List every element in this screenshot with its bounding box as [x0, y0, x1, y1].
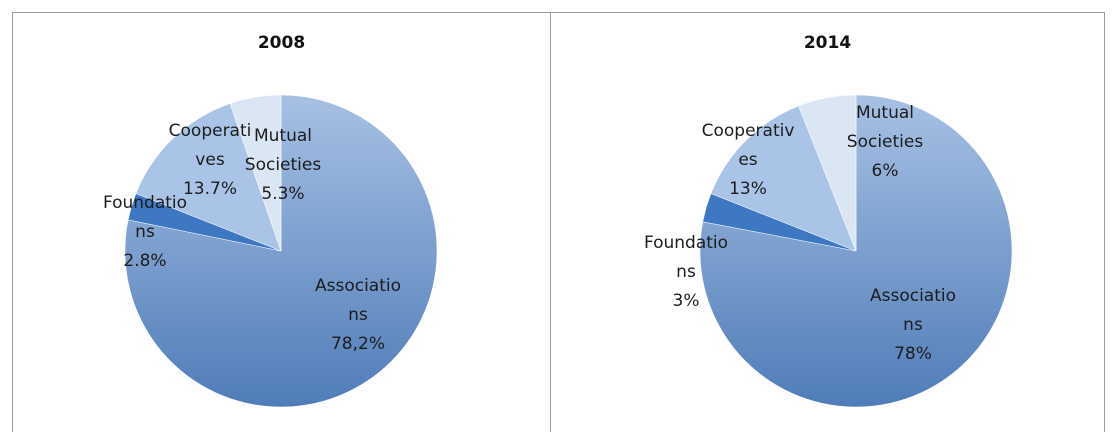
chart-title-2014: 2014: [803, 33, 852, 53]
pie-slice-associations-2014: [699, 94, 1013, 408]
slice-label-cooperatives-2014: Cooperativ es 13%: [702, 121, 795, 199]
pie-chart-2014: Associatio ns 78% Foundatio ns 3% Cooperativ es…: [644, 94, 1013, 408]
slice-label-mutual-societies-2014: Mutual Societies 6%: [847, 103, 924, 181]
chart-title-2008: 2008: [257, 33, 306, 53]
chart-panel-2014: 2014 Associatio ns 78% Foundatio ns 3% Coopera…: [550, 12, 1105, 432]
slice-label-cooperatives-2008: Cooperati ves 13.7%: [169, 121, 252, 199]
chart-panel-2008: 2008 Associatio ns 78,2% Foundatio ns 2.8% Coo…: [12, 12, 551, 432]
pie-slice-cooperatives-2014: [710, 105, 857, 252]
slice-label-associations-2008: Associatio ns 78,2%: [315, 276, 401, 354]
pie-chart-2008: Associatio ns 78,2% Foundatio ns 2.8%Cooperat…: [103, 94, 438, 408]
slice-label-foundations-2014: Foundatio ns 3%: [644, 233, 728, 311]
pie-slice-cooperatives-2008: [135, 103, 282, 252]
slice-label-foundations-2008: Foundatio ns 2.8%: [103, 193, 187, 271]
slice-label-mutual-societies-2008: Mutual Societies 5.3%: [245, 126, 322, 204]
slice-label-associations-2014: Associatio ns 78%: [870, 286, 956, 364]
pie-slice-mutual-societies-2008: [229, 94, 282, 252]
pie-slice-mutual-societies-2014: [798, 94, 857, 252]
pie-slice-associations-2008: [124, 94, 438, 408]
